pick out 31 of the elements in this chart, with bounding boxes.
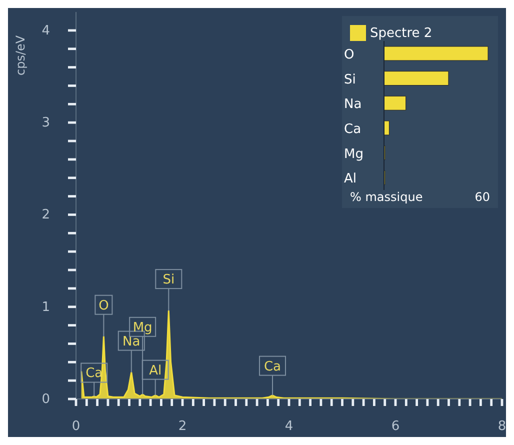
bar — [384, 71, 449, 86]
x-tick-label: 6 — [391, 419, 400, 434]
y-axis-title: cps/eV — [13, 34, 28, 76]
y-tick-label: 4 — [42, 23, 50, 38]
annotation: Si — [162, 272, 175, 288]
annotation: Ca — [264, 359, 282, 374]
legend-label: Spectre 2 — [370, 26, 432, 41]
y-tick-label: 3 — [42, 116, 50, 131]
y-tick-label: 2 — [42, 208, 50, 223]
annotation: Al — [149, 363, 162, 378]
annotation: Na — [122, 334, 140, 350]
annotation: Mg — [132, 320, 152, 336]
y-tick-label: 1 — [42, 300, 50, 315]
bar — [384, 96, 406, 110]
y-tick-label: Si — [344, 72, 356, 88]
annotation: O — [98, 298, 109, 314]
bar — [384, 46, 488, 61]
x-tick-label: 0 — [72, 419, 80, 434]
x-tick-label: 4 — [284, 419, 294, 434]
annotation: 60 — [474, 190, 490, 204]
y-tick-label: Ca — [344, 122, 362, 137]
x-axis-title: % massique — [350, 190, 423, 204]
y-tick-label: Na — [344, 97, 362, 112]
y-tick-label: Al — [344, 172, 357, 187]
x-tick-label: 8 — [498, 419, 506, 434]
bar — [384, 120, 390, 136]
y-tick-label: 0 — [42, 392, 50, 407]
y-tick-label: Mg — [344, 146, 364, 162]
y-tick-label: O — [344, 47, 354, 62]
annotation: Ca — [86, 366, 103, 382]
x-tick-label: 2 — [178, 419, 187, 434]
